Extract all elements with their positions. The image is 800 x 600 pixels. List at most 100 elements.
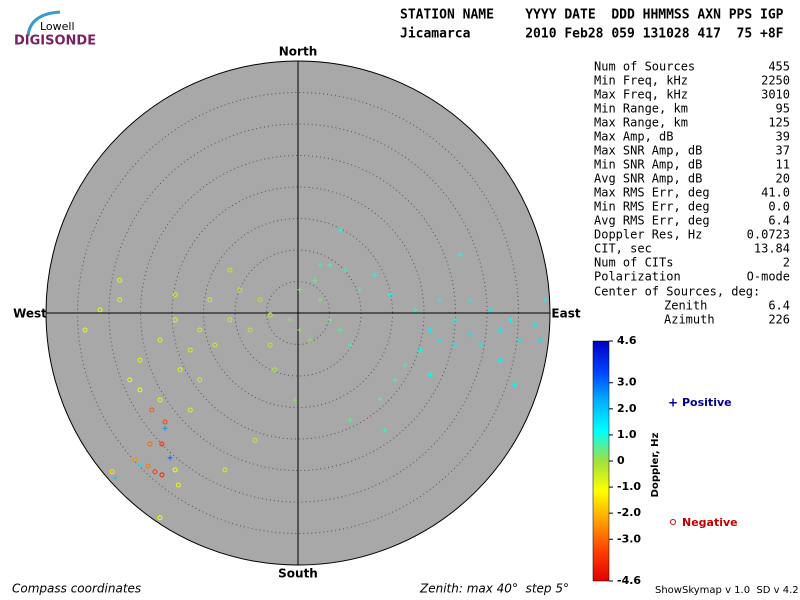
stat-value: 41.0 xyxy=(761,186,790,200)
source-negative xyxy=(172,317,178,323)
source-negative xyxy=(137,387,143,393)
source-positive xyxy=(457,252,463,258)
source-negative xyxy=(257,297,263,303)
stat-value: 3010 xyxy=(761,88,790,102)
stat-label: Avg SNR Amp, dB xyxy=(594,172,702,186)
source-negative xyxy=(175,482,181,488)
source-negative xyxy=(157,515,163,521)
source-positive xyxy=(347,417,353,423)
source-negative xyxy=(272,367,278,373)
stat-value: 0.0723 xyxy=(747,228,790,242)
stat-label: Min Freq, kHz xyxy=(594,74,688,88)
source-positive xyxy=(297,327,303,333)
stat-value: 226 xyxy=(768,313,790,327)
source-positive xyxy=(467,332,473,338)
source-negative xyxy=(187,407,193,413)
legend-positive-symbol: + xyxy=(668,396,678,410)
source-negative xyxy=(147,441,153,447)
source-negative xyxy=(159,472,165,478)
source-negative xyxy=(197,377,203,383)
stat-label: Max RMS Err, deg xyxy=(594,186,710,200)
compass-label: South xyxy=(278,567,318,581)
legend-negative-symbol xyxy=(670,519,676,525)
stat-label: Min Range, km xyxy=(594,102,688,116)
colorbar-tick-label: -4.6 xyxy=(617,574,641,587)
source-negative xyxy=(159,441,165,447)
stat-value: 37 xyxy=(776,144,790,158)
source-positive xyxy=(497,357,503,363)
source-positive xyxy=(427,327,433,333)
colorbar-tick-label: 1.0 xyxy=(617,428,637,441)
stat-value: 39 xyxy=(776,130,790,144)
source-negative xyxy=(227,267,233,273)
center-title: Center of Sources, deg: xyxy=(594,285,760,299)
source-positive xyxy=(537,337,543,343)
source-negative xyxy=(267,312,273,318)
stat-value: 11 xyxy=(776,158,790,172)
source-positive xyxy=(382,427,388,433)
stat-label: Max Freq, kHz xyxy=(594,88,688,102)
footer-right: ShowSkymap v 1.0 SD v 4.2 xyxy=(655,585,799,596)
source-negative xyxy=(267,342,273,348)
stat-label: Min SNR Amp, dB xyxy=(594,158,702,172)
stat-label: Max SNR Amp, dB xyxy=(594,144,702,158)
stat-value: 20 xyxy=(776,172,790,186)
source-negative xyxy=(172,467,178,473)
source-positive xyxy=(467,297,473,303)
source-positive xyxy=(372,272,378,278)
source-positive xyxy=(532,322,538,328)
sky-plot xyxy=(45,60,551,566)
stat-value: 6.4 xyxy=(768,299,790,313)
source-positive xyxy=(507,317,513,323)
source-negative xyxy=(157,337,163,343)
source-positive xyxy=(437,297,443,303)
stat-value: 13.84 xyxy=(754,242,790,256)
source-positive xyxy=(487,307,493,313)
colorbar-label: Doppler, Hz xyxy=(650,433,661,498)
source-negative xyxy=(149,407,155,413)
source-positive xyxy=(287,317,293,323)
source-negative xyxy=(252,437,258,443)
source-positive xyxy=(427,372,433,378)
compass-label: West xyxy=(13,307,47,321)
source-negative xyxy=(117,297,123,303)
source-positive xyxy=(167,455,173,461)
stat-label: Zenith xyxy=(664,299,707,313)
source-positive xyxy=(317,297,323,303)
source-negative xyxy=(197,327,203,333)
colorbar-tick-label: -3.0 xyxy=(617,532,641,545)
source-negative xyxy=(132,457,138,463)
logo-bottom: DIGISONDE xyxy=(14,34,96,49)
stat-label: Max Amp, dB xyxy=(594,130,673,144)
source-positive xyxy=(137,462,143,468)
source-positive xyxy=(387,292,393,298)
stat-label: Max Range, km xyxy=(594,116,688,130)
source-negative xyxy=(212,342,218,348)
stat-label: Azimuth xyxy=(664,313,715,327)
source-positive xyxy=(452,317,458,323)
stat-value: 2250 xyxy=(761,74,790,88)
source-positive xyxy=(337,227,343,233)
source-positive xyxy=(292,397,298,403)
source-negative xyxy=(247,327,253,333)
source-positive xyxy=(297,287,303,293)
colorbar-tick-label: 3.0 xyxy=(617,376,637,389)
source-positive xyxy=(347,342,353,348)
source-positive xyxy=(402,362,408,368)
source-positive xyxy=(497,327,503,333)
footer-mid: Zenith: max 40° step 5° xyxy=(419,582,569,596)
stat-value: 455 xyxy=(768,60,790,74)
stat-value: 2 xyxy=(783,256,790,270)
source-positive xyxy=(327,262,333,268)
stat-value: O-mode xyxy=(747,270,790,284)
compass-label: North xyxy=(279,45,317,59)
source-negative xyxy=(162,419,168,425)
stat-value: 6.4 xyxy=(768,214,790,228)
source-positive xyxy=(307,337,313,343)
legend-negative: Negative xyxy=(682,516,738,529)
source-positive xyxy=(517,337,523,343)
source-negative xyxy=(127,377,133,383)
source-negative xyxy=(82,327,88,333)
source-positive xyxy=(317,262,323,268)
